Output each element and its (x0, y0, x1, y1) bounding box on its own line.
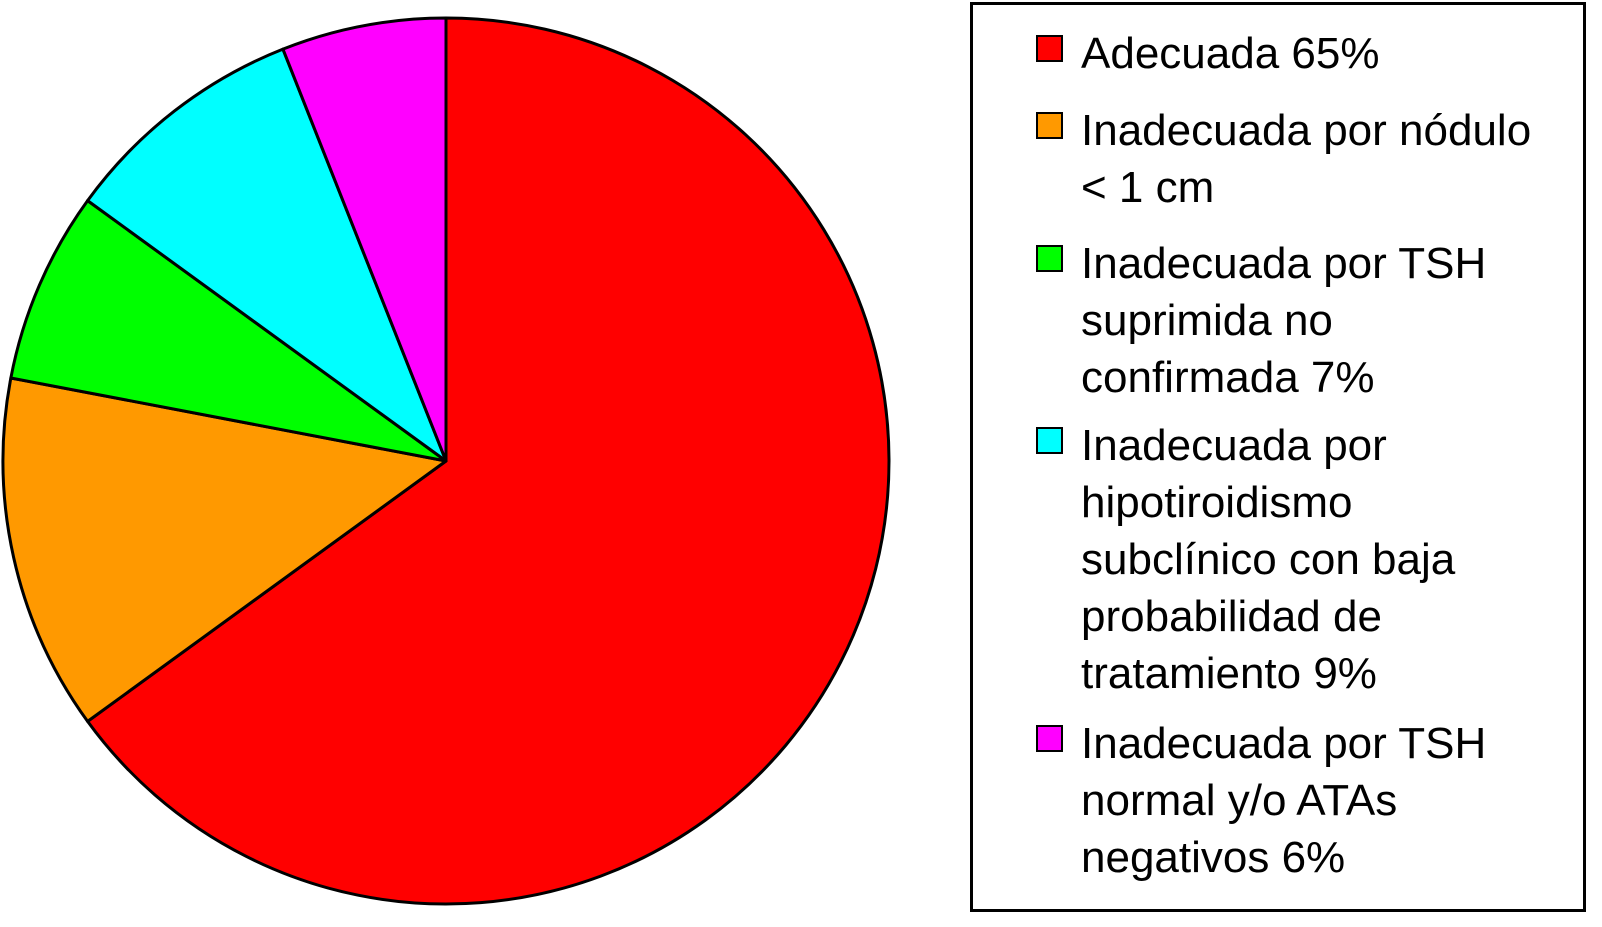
legend-label: Inadecuada por hipotiroidismo subclínico… (1081, 421, 1456, 698)
legend-label: Inadecuada por TSH suprimida no confirma… (1081, 239, 1487, 402)
legend-swatch (1036, 112, 1063, 139)
pie-slice-adecuada (86, 16, 891, 906)
legend-label: Adecuada 65% (1081, 29, 1380, 78)
legend-swatch (1036, 725, 1063, 752)
legend-swatch (1036, 35, 1063, 62)
legend-label: Inadecuada por nódulo < 1 cm (1081, 106, 1532, 212)
legend-label: Inadecuada por TSH normal y/o ATAs negat… (1081, 719, 1487, 882)
legend: Adecuada 65% Inadecuada por nódulo < 1 c… (970, 2, 1586, 912)
legend-swatch (1036, 427, 1063, 454)
pie-chart (1, 16, 891, 906)
pie-slice-tsh-suprimida (9, 199, 448, 463)
pie-slice-nodulo (1, 376, 448, 723)
pie-slice-hipotiroidismo (86, 47, 448, 463)
legend-swatch (1036, 245, 1063, 272)
pie-slice-tsh-normal (281, 16, 448, 463)
